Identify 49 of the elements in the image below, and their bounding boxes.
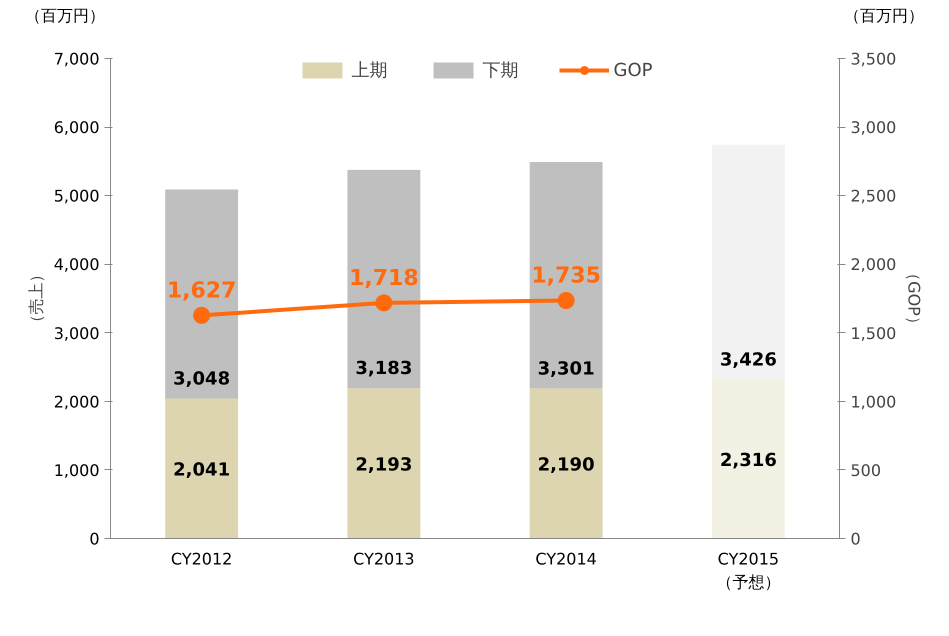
data-label: 3,301 (538, 358, 595, 380)
point (375, 294, 392, 312)
y2-tick-label: 500 (850, 460, 882, 480)
data-label: 2,190 (538, 454, 595, 476)
data-label: 2,193 (355, 454, 412, 476)
bar (530, 162, 603, 388)
y2-tick-label: 1,000 (850, 392, 896, 412)
data-label: 3,048 (173, 368, 230, 390)
point (558, 292, 575, 310)
x-tick-label: CY2014 (535, 550, 597, 568)
data-label: 3,183 (355, 358, 412, 380)
point (193, 306, 210, 324)
data-label: 3,426 (720, 350, 777, 371)
bar (530, 388, 603, 538)
bar (165, 190, 238, 399)
y-tick-label: 6,000 (54, 118, 100, 138)
y-axis-title: （売上） (26, 266, 46, 330)
data-label: 1,718 (349, 266, 419, 291)
bar (165, 398, 238, 538)
data-label: 2,041 (173, 460, 230, 481)
y-tick-label: 1,000 (54, 460, 100, 480)
y-tick-label: 7,000 (54, 50, 100, 68)
data-label: 2,316 (720, 450, 777, 472)
y-tick-label: 4,000 (54, 255, 100, 274)
y2-tick-label: 0 (850, 530, 861, 548)
bar (347, 170, 420, 388)
text: （百万円） (844, 5, 924, 27)
x-tick-label: CY2013 (353, 550, 415, 568)
y-tick-label: 3,000 (54, 324, 100, 343)
data-label: 1,627 (166, 278, 236, 304)
y2-tick-label: 2,000 (850, 255, 896, 274)
bar (712, 380, 785, 538)
y2-tick-label: 1,500 (850, 324, 896, 343)
y-tick-label: 2,000 (54, 392, 100, 412)
legend-label: 下期 (482, 59, 519, 82)
legend-label: 上期 (352, 59, 388, 82)
bar (347, 388, 420, 538)
x-tick-label: CY2012 (170, 550, 232, 568)
bar (712, 144, 785, 380)
y-tick-label: 5,000 (54, 186, 100, 206)
y-tick-label: 0 (89, 530, 100, 548)
y2-axis-title: （GOP） (904, 265, 924, 332)
text: （百万円） (25, 5, 105, 27)
y2-tick-label: 3,500 (850, 50, 896, 68)
x-tick-label: CY2015 （予想） (716, 550, 780, 592)
data-label: 1,735 (531, 264, 601, 289)
legend-label: GOP (614, 60, 652, 80)
y2-tick-label: 3,000 (850, 118, 896, 138)
y2-tick-label: 2,500 (850, 186, 896, 206)
